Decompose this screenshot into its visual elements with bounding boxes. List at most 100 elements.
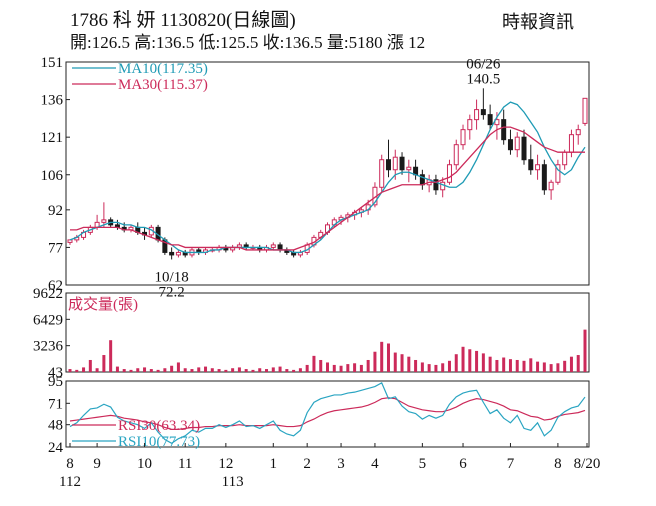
volume-axis-tick-label: 9622 xyxy=(33,286,63,302)
volume-bar xyxy=(502,357,506,372)
x-axis-month-label: 9 xyxy=(93,456,101,472)
candle-body xyxy=(548,181,554,191)
volume-bar xyxy=(441,363,445,372)
volume-bar xyxy=(102,355,106,372)
volume-bar xyxy=(326,362,329,372)
volume-bar xyxy=(237,367,241,372)
volume-bar xyxy=(495,359,499,372)
rsi-legend-label: RSI30(63.34) xyxy=(118,418,200,434)
volume-bar xyxy=(583,329,587,372)
volume-bar xyxy=(176,362,180,372)
candle-body xyxy=(453,144,459,166)
volume-bar xyxy=(258,368,262,372)
candle-body xyxy=(67,239,73,243)
x-axis-month-label: 8 xyxy=(66,456,74,472)
volume-bar xyxy=(366,359,370,372)
volume-bar xyxy=(278,366,282,372)
volume-bar xyxy=(305,364,309,372)
volume-bar xyxy=(224,369,228,372)
volume-bar xyxy=(231,368,235,372)
volume-bar xyxy=(556,363,560,372)
volume-bar xyxy=(109,340,113,372)
x-axis-month-label: 3 xyxy=(337,456,345,472)
volume-bar xyxy=(468,349,472,372)
volume-bar xyxy=(536,361,540,372)
volume-bar xyxy=(170,365,174,372)
x-axis-month-label: 8 xyxy=(554,456,562,472)
x-axis-year-label: 112 xyxy=(59,474,81,490)
volume-bar xyxy=(210,368,214,372)
volume-bar xyxy=(407,356,411,372)
volume-bar xyxy=(393,352,397,372)
x-axis-month-label: 4 xyxy=(371,456,379,472)
price-axis-tick-label: 92 xyxy=(48,203,63,219)
volume-bar xyxy=(183,368,187,372)
volume-bar xyxy=(434,364,438,372)
x-axis-month-label: 5 xyxy=(419,456,427,472)
volume-bar xyxy=(576,355,580,372)
volume-bar xyxy=(244,369,248,372)
candle-body xyxy=(575,129,581,136)
volume-bar xyxy=(75,369,79,372)
x-axis-month-label: 7 xyxy=(507,456,515,472)
candle-body xyxy=(521,136,527,161)
candle-body xyxy=(568,134,574,153)
low-annotation-value: 72.2 xyxy=(159,284,185,300)
x-axis-month-label: 2 xyxy=(303,456,311,472)
x-axis-year-label: 113 xyxy=(222,474,244,490)
candle-body xyxy=(101,219,107,223)
legend-label: MA10(117.35) xyxy=(118,61,208,77)
rsi-axis-tick-label: 24 xyxy=(48,440,64,456)
volume-bar xyxy=(122,369,126,372)
volume-bar xyxy=(339,365,343,372)
candle-body xyxy=(480,109,486,116)
high-annotation: 06/26 xyxy=(466,56,501,72)
volume-bar xyxy=(522,360,526,372)
volume-axis-tick-label: 6429 xyxy=(33,312,63,328)
candle-body xyxy=(528,159,534,171)
volume-bar xyxy=(359,364,363,372)
volume-bar xyxy=(115,366,119,372)
volume-bar xyxy=(529,358,533,372)
low-annotation: 10/18 xyxy=(155,269,189,285)
rsi-axis-tick-label: 71 xyxy=(48,396,63,412)
candle-body xyxy=(541,164,547,191)
volume-bar xyxy=(312,355,316,372)
candle-body xyxy=(440,181,446,191)
volume-bar xyxy=(298,368,302,372)
volume-bar xyxy=(68,369,72,372)
volume-bar xyxy=(414,359,418,372)
candle-body xyxy=(474,109,480,121)
candle-body xyxy=(277,244,283,251)
volume-bar xyxy=(475,350,479,372)
legend-label: MA30(115.37) xyxy=(118,77,208,93)
volume-bar xyxy=(373,351,377,372)
volume-bar xyxy=(508,359,512,372)
volume-bar xyxy=(292,369,296,372)
candle-body xyxy=(379,159,385,188)
quote-summary: 開:126.5 高:136.5 低:125.5 收:136.5 量:5180 漲… xyxy=(70,33,426,52)
candle-body xyxy=(514,136,520,151)
rsi-axis-tick-label: 48 xyxy=(48,418,63,434)
volume-bar xyxy=(319,359,323,372)
volume-bar xyxy=(454,354,458,372)
publisher-label: 時報資訊 xyxy=(502,12,574,32)
x-axis-month-label: 6 xyxy=(459,456,467,472)
volume-bar xyxy=(143,367,147,372)
volume-bar xyxy=(265,369,269,372)
chart-title: 1786 科 妍 1130820(日線圖) xyxy=(70,10,296,31)
volume-bar xyxy=(488,356,492,372)
volume-bar xyxy=(163,368,167,372)
rsi-line xyxy=(69,382,586,444)
volume-bar xyxy=(346,364,350,372)
x-axis-month-label: 10 xyxy=(137,456,152,472)
volume-bar xyxy=(461,346,465,372)
candle-body xyxy=(487,114,493,126)
volume-bar xyxy=(380,341,384,372)
candle-body xyxy=(446,164,452,183)
volume-bar xyxy=(129,369,133,372)
volume-bar xyxy=(549,364,553,372)
volume-bar xyxy=(149,369,153,372)
candle-body xyxy=(535,164,541,171)
